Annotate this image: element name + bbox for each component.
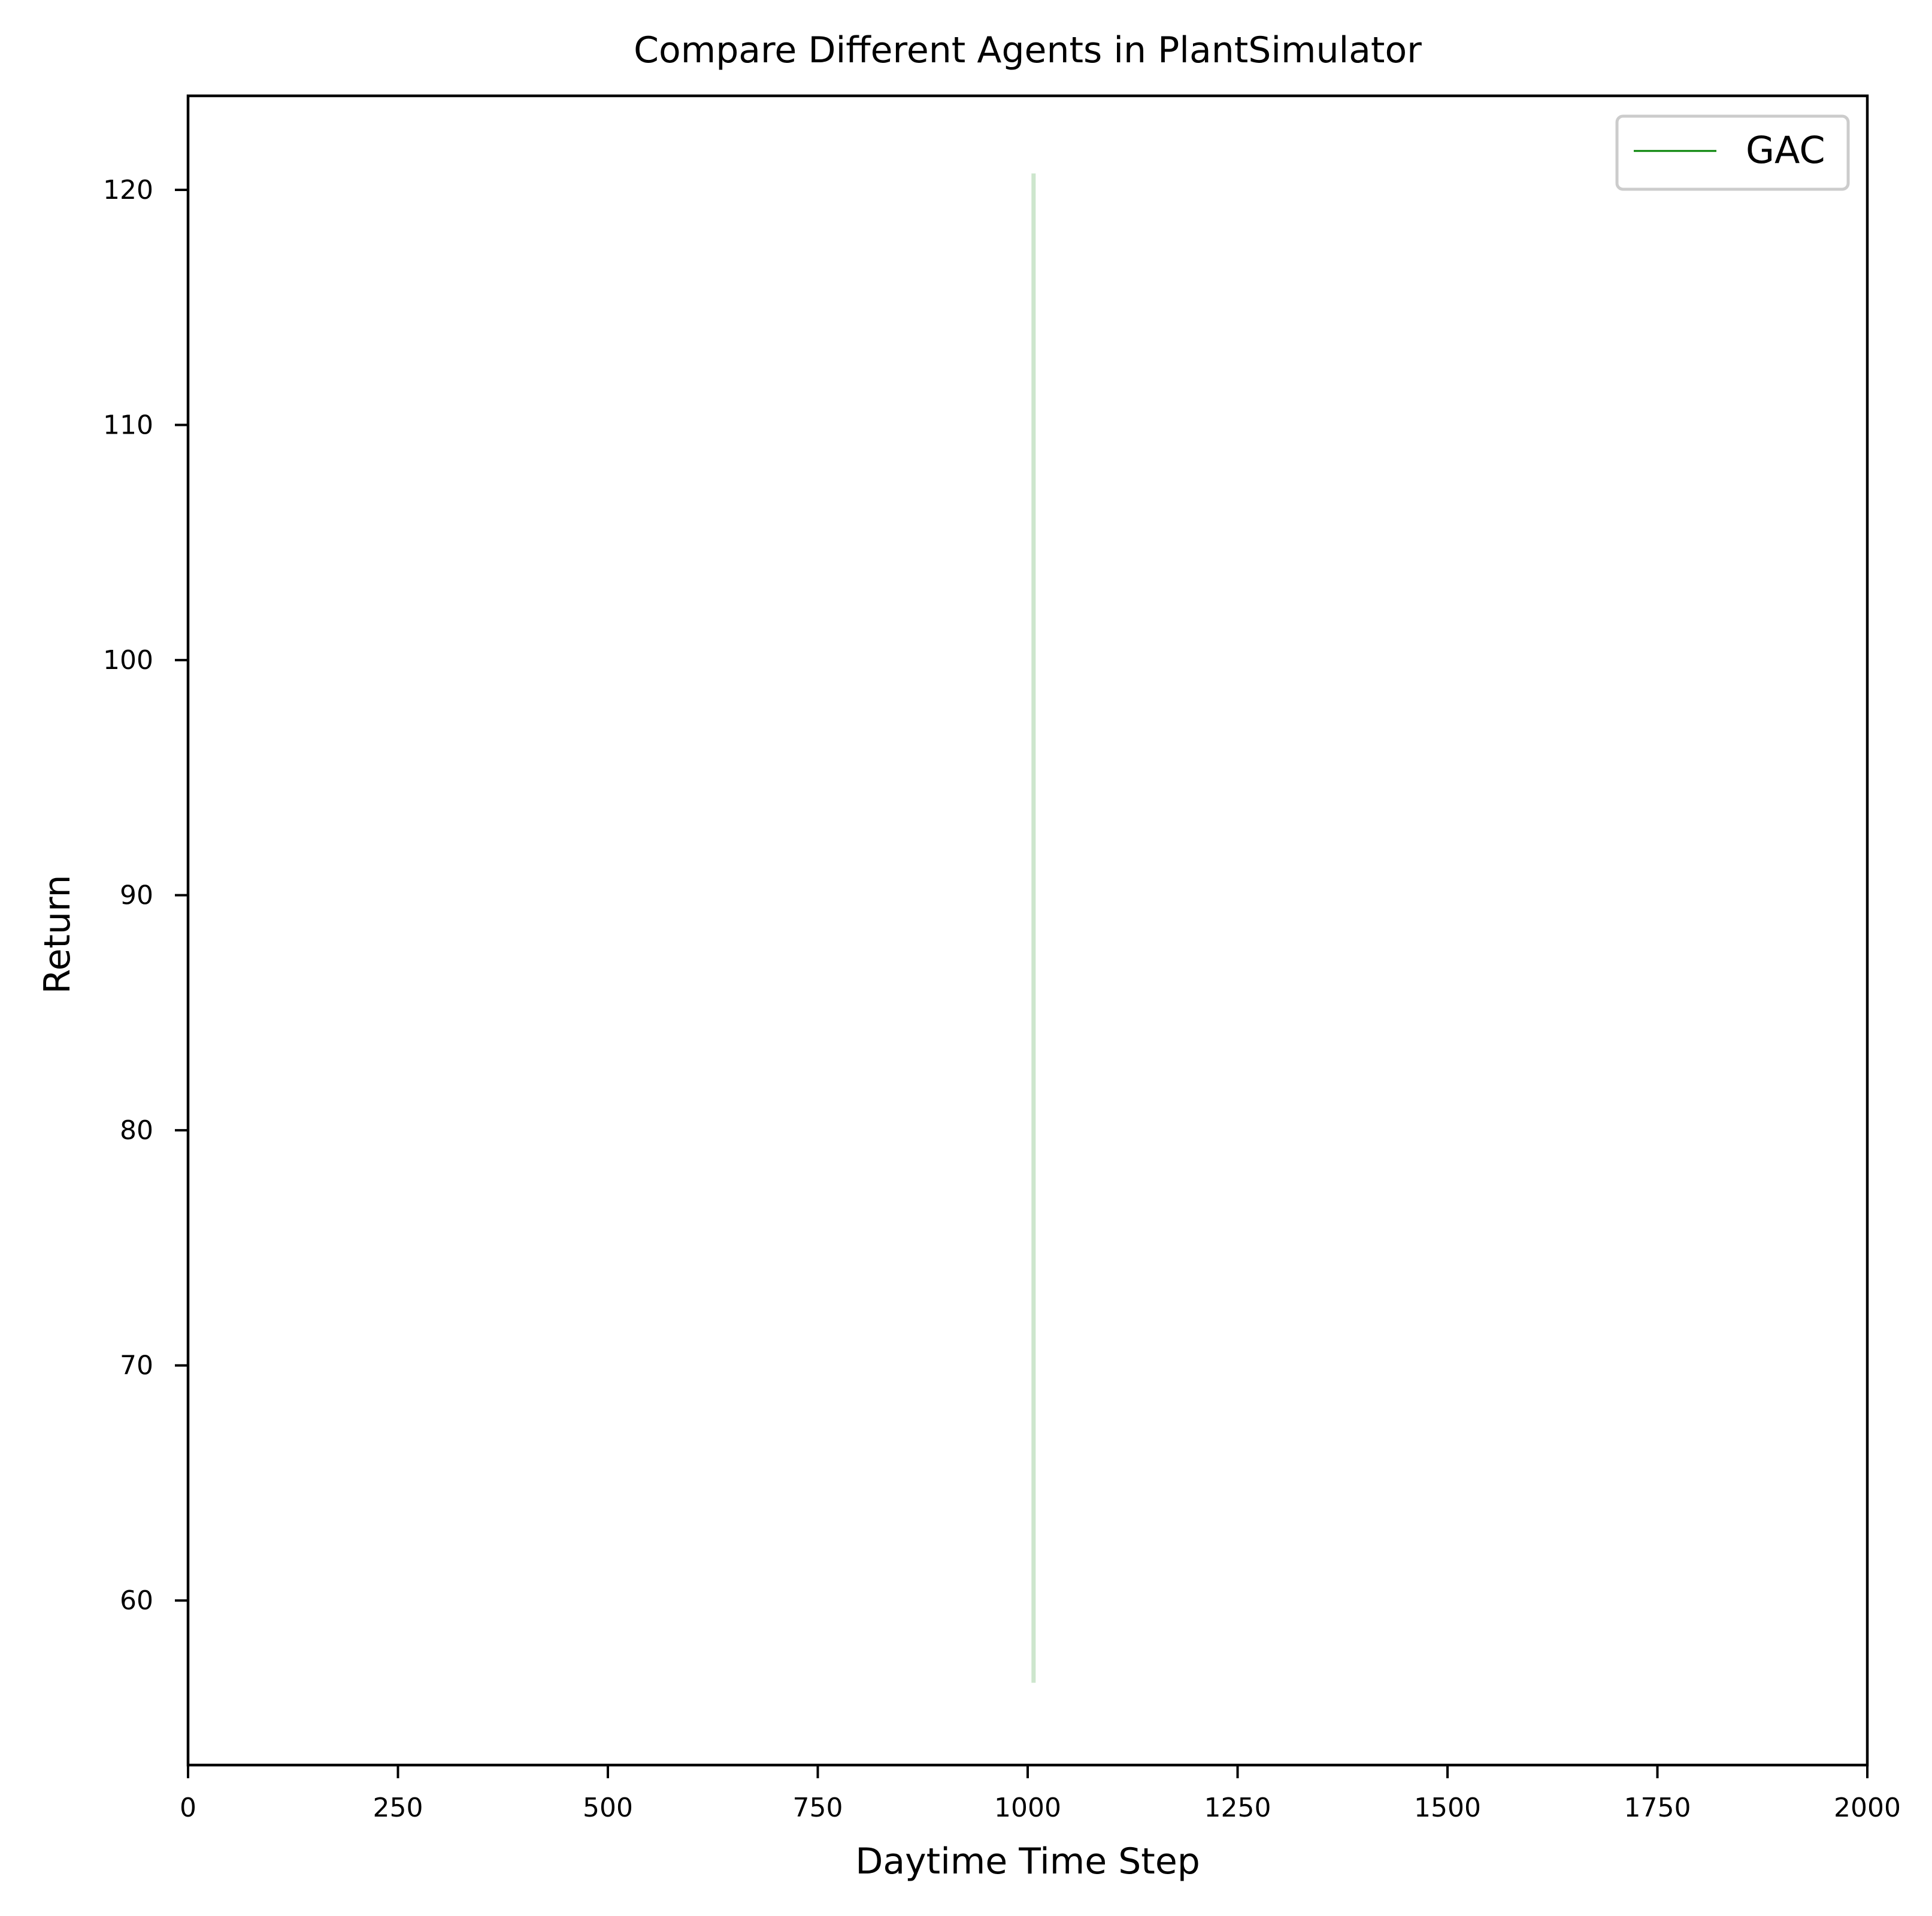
y-tick-label-1: 70 [120,1351,153,1381]
x-tick-label-5: 1250 [1204,1793,1271,1823]
x-tick-label-8: 2000 [1834,1793,1901,1823]
legend-box [1615,114,1850,191]
y-tick-label-6: 120 [103,175,153,205]
x-tick-label-2: 500 [583,1793,633,1823]
legend: GAC [1615,114,1850,191]
y-tick-label-4: 100 [103,645,153,676]
x-tick-label-6: 1500 [1414,1793,1481,1823]
x-tick-label-4: 1000 [994,1793,1061,1823]
plot-area [1031,173,1036,1683]
y-tick-label-0: 60 [120,1585,153,1616]
x-tick-label-7: 1750 [1624,1793,1691,1823]
x-axis-label: Daytime Time Step [855,1841,1200,1882]
y-tick-label-5: 110 [103,410,153,441]
y-tick-label-3: 90 [120,880,153,911]
series-band-gac [1031,173,1036,1683]
y-axis-label: Return [37,874,78,994]
x-tick-label-1: 250 [373,1793,423,1823]
y-axis: 60 70 80 90 100 110 120 [103,175,188,1616]
legend-label-gac: GAC [1746,128,1825,172]
y-tick-label-2: 80 [120,1115,153,1146]
x-tick-label-0: 0 [180,1793,196,1823]
plot-frame [186,94,1869,1767]
x-tick-label-3: 750 [793,1793,843,1823]
x-axis: 0 250 500 750 1000 1250 1500 1750 2000 [180,1765,1901,1823]
chart-title: Compare Different Agents in PlantSimulat… [634,29,1422,71]
